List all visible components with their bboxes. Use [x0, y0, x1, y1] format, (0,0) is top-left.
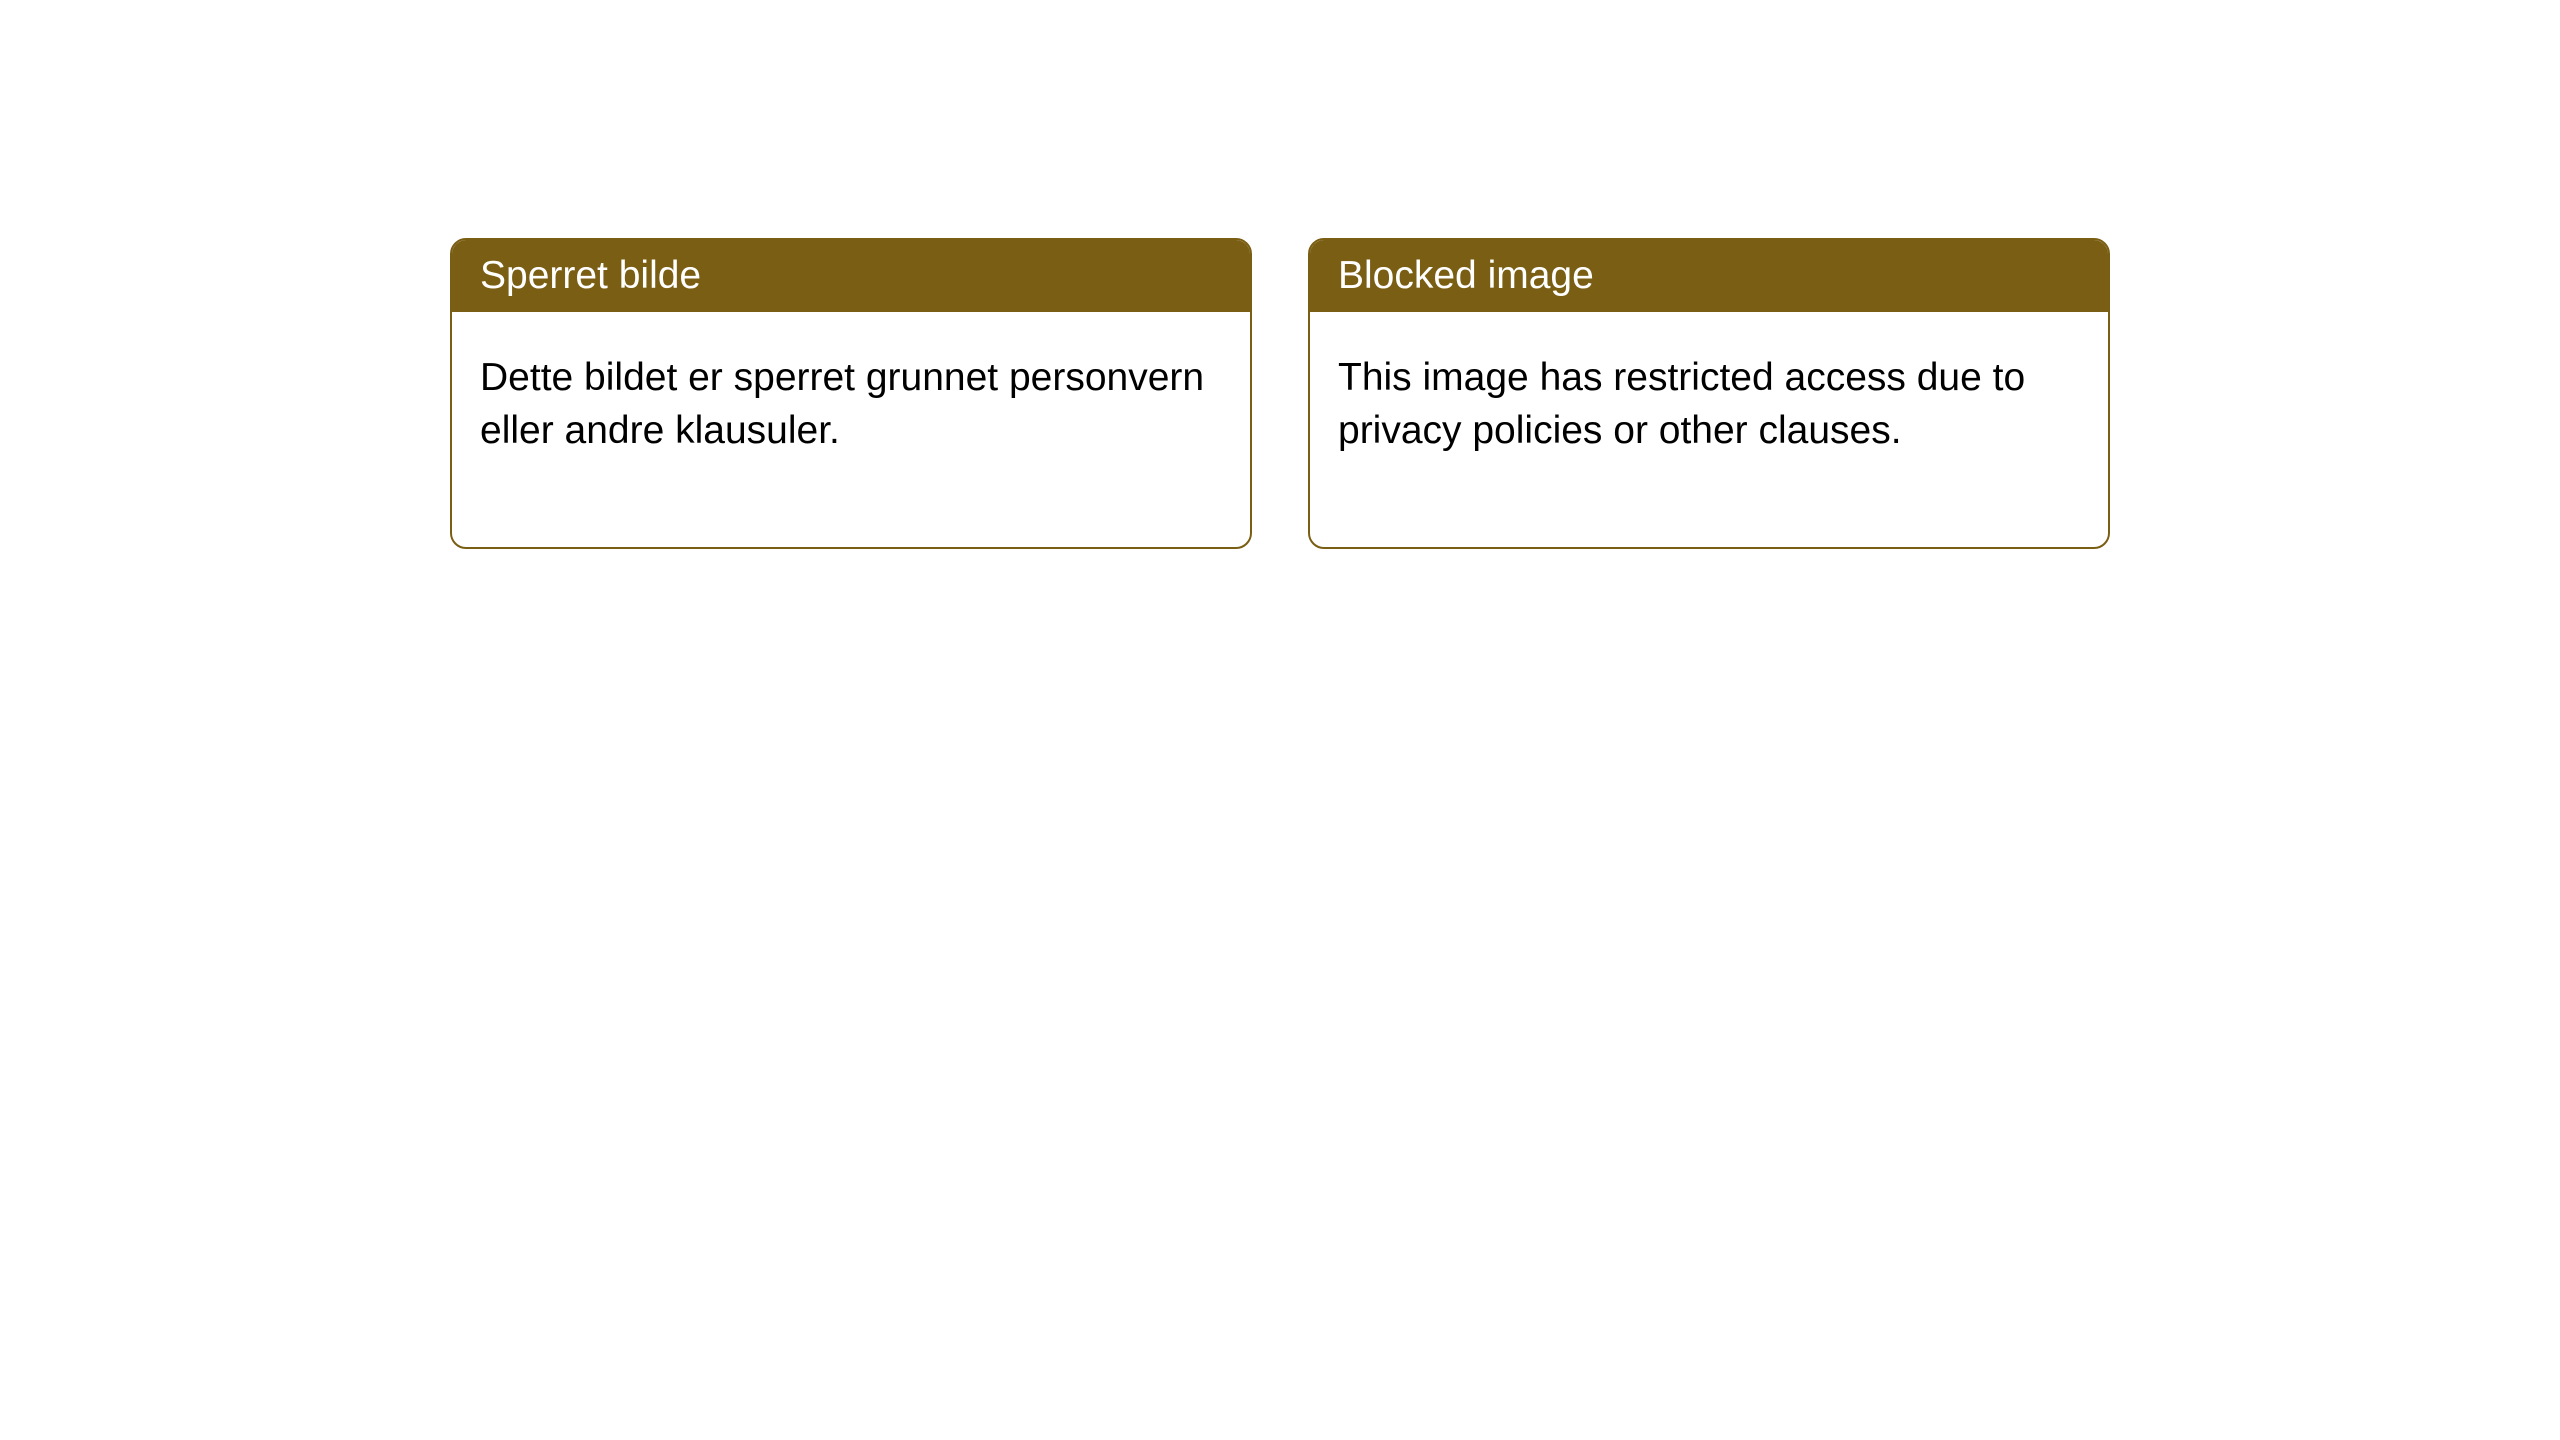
notice-container: Sperret bilde Dette bildet er sperret gr…: [0, 0, 2560, 549]
card-header: Sperret bilde: [452, 240, 1250, 312]
blocked-image-card-no: Sperret bilde Dette bildet er sperret gr…: [450, 238, 1252, 549]
card-title: Blocked image: [1338, 254, 1594, 297]
blocked-image-card-en: Blocked image This image has restricted …: [1308, 238, 2110, 549]
card-title: Sperret bilde: [480, 254, 701, 297]
card-body-text: Dette bildet er sperret grunnet personve…: [480, 356, 1204, 452]
card-body-text: This image has restricted access due to …: [1338, 356, 2025, 452]
card-body: This image has restricted access due to …: [1310, 312, 2108, 547]
card-body: Dette bildet er sperret grunnet personve…: [452, 312, 1250, 547]
card-header: Blocked image: [1310, 240, 2108, 312]
